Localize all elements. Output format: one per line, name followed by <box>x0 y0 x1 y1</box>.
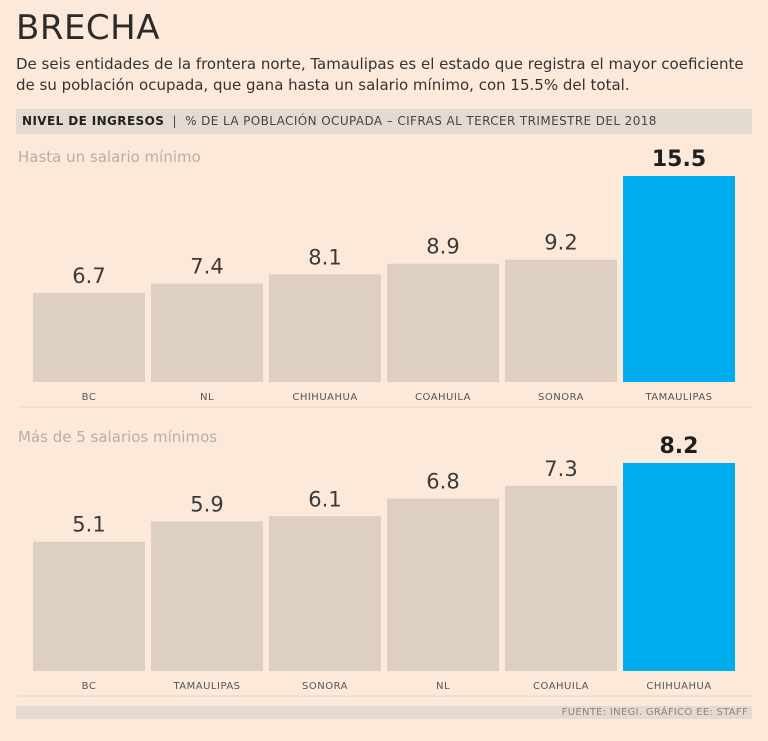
chart-1-value-label: 7.4 <box>190 255 223 279</box>
chart-2-bar-coahuila <box>505 485 617 671</box>
chart-1-bar-coahuila <box>387 263 499 382</box>
subtitle: De seis entidades de la frontera norte, … <box>16 55 744 94</box>
band-label: NIVEL DE INGRESOS <box>22 114 165 128</box>
chart-1-bar-chihuahua <box>269 274 381 382</box>
chart-1-title: Hasta un salario mínimo <box>18 148 201 166</box>
chart-2-bar-tamaulipas <box>151 521 263 671</box>
chart-1-category-label: BC <box>82 392 97 403</box>
chart-2-category-label: SONORA <box>302 681 348 692</box>
chart-2-category-label: BC <box>82 681 97 692</box>
chart-2-bar-chihuahua <box>623 463 735 671</box>
page-title: BRECHA <box>16 8 160 48</box>
chart-2-bar-nl <box>387 498 499 671</box>
chart-1-value-label: 9.2 <box>544 231 577 255</box>
chart-1-value-label: 8.1 <box>308 245 341 269</box>
chart-1-category-label: COAHUILA <box>415 392 471 403</box>
chart-2-category-label: NL <box>436 681 450 692</box>
chart-2-category-label: TAMAULIPAS <box>172 681 240 692</box>
category-band: NIVEL DE INGRESOS | % DE LA POBLACIÓN OC… <box>16 109 752 134</box>
chart-2-bar-sonora <box>269 516 381 671</box>
chart-1-category-label: NL <box>200 392 214 403</box>
chart-2-value-label: 5.9 <box>190 492 223 516</box>
chart-1-category-label: CHIHUAHUA <box>292 392 357 403</box>
band-note: % DE LA POBLACIÓN OCUPADA – CIFRAS AL TE… <box>185 114 657 128</box>
chart-2-title: Más de 5 salarios mínimos <box>18 428 218 446</box>
chart-2-value-label: 5.1 <box>72 513 105 537</box>
chart-1-category-label: TAMAULIPAS <box>644 392 712 403</box>
band-separator: | <box>172 114 177 128</box>
chart-1-category-label: SONORA <box>538 392 584 403</box>
chart-1-value-label: 15.5 <box>652 147 706 172</box>
chart-1-bar-tamaulipas <box>623 176 735 382</box>
chart-2-category-label: COAHUILA <box>533 681 589 692</box>
source-footer: FUENTE: INEGI. GRÁFICO EE: STAFF <box>16 706 752 719</box>
chart-2-value-label: 8.2 <box>660 434 699 459</box>
chart-1-bar-nl <box>151 283 263 382</box>
chart-1-value-label: 6.7 <box>72 264 105 288</box>
chart-2-category-label: CHIHUAHUA <box>646 681 711 692</box>
chart-1-bar-sonora <box>505 259 617 382</box>
chart-1-value-label: 8.9 <box>426 235 459 259</box>
chart-2-value-label: 6.8 <box>426 470 459 494</box>
chart-2-value-label: 7.3 <box>544 457 577 481</box>
chart-2-value-label: 6.1 <box>308 487 341 511</box>
chart-1-bar-bc <box>33 292 145 382</box>
chart-2-bar-bc <box>33 541 145 671</box>
